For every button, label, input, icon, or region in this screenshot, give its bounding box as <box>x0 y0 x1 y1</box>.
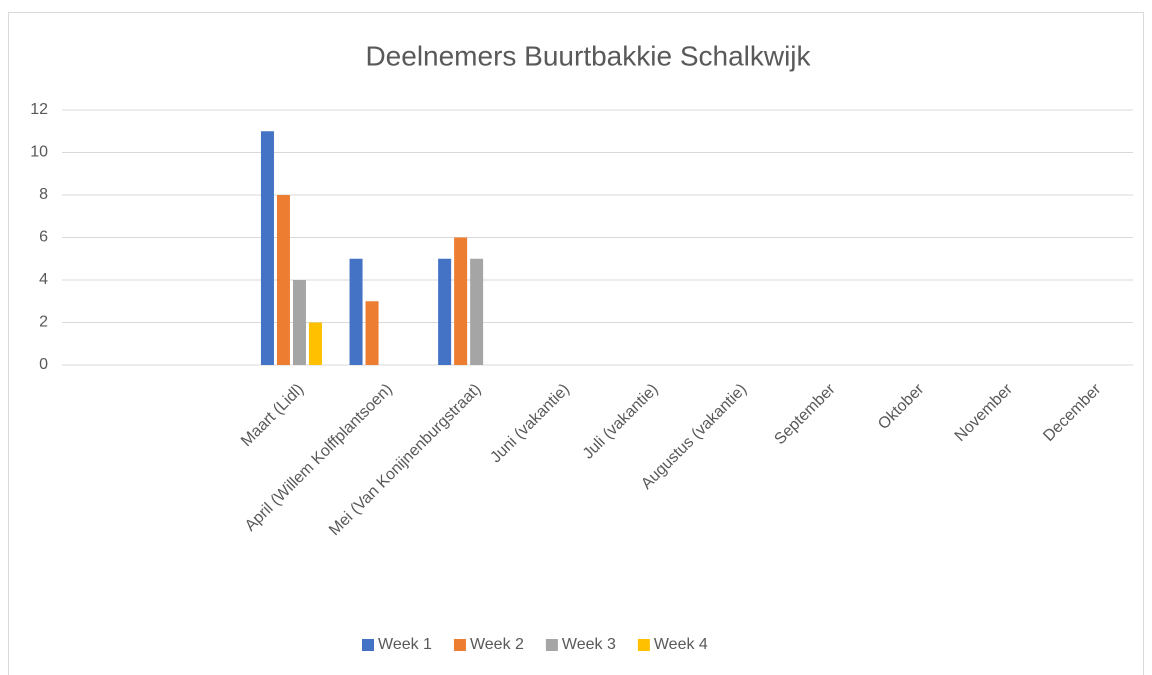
y-tick-label: 2 <box>39 314 48 331</box>
bar <box>470 258 484 365</box>
y-tick-label: 8 <box>39 186 48 203</box>
legend-swatch <box>362 639 374 651</box>
bar <box>276 195 290 365</box>
legend-label: Week 2 <box>470 636 524 653</box>
legend-swatch <box>545 639 558 651</box>
bar <box>308 322 322 365</box>
chart-title: Deelnemers Buurtbakkie Schalkwijk <box>365 40 811 71</box>
legend-label: Week 4 <box>654 636 708 653</box>
y-tick-label: 6 <box>39 229 48 246</box>
y-tick-label: 10 <box>30 144 48 161</box>
bar <box>292 280 306 365</box>
legend-label: Week 3 <box>562 636 616 653</box>
bar <box>349 258 363 365</box>
legend-label: Week 1 <box>378 636 432 653</box>
bar <box>260 131 274 365</box>
chart-frame <box>8 12 1144 675</box>
y-tick-label: 12 <box>30 101 48 118</box>
y-tick-label: 0 <box>39 356 48 373</box>
bar <box>365 301 379 365</box>
legend-swatch <box>637 639 650 651</box>
y-tick-label: 4 <box>39 271 48 288</box>
bar <box>438 258 452 365</box>
bar <box>454 237 468 365</box>
legend-swatch <box>453 639 466 651</box>
